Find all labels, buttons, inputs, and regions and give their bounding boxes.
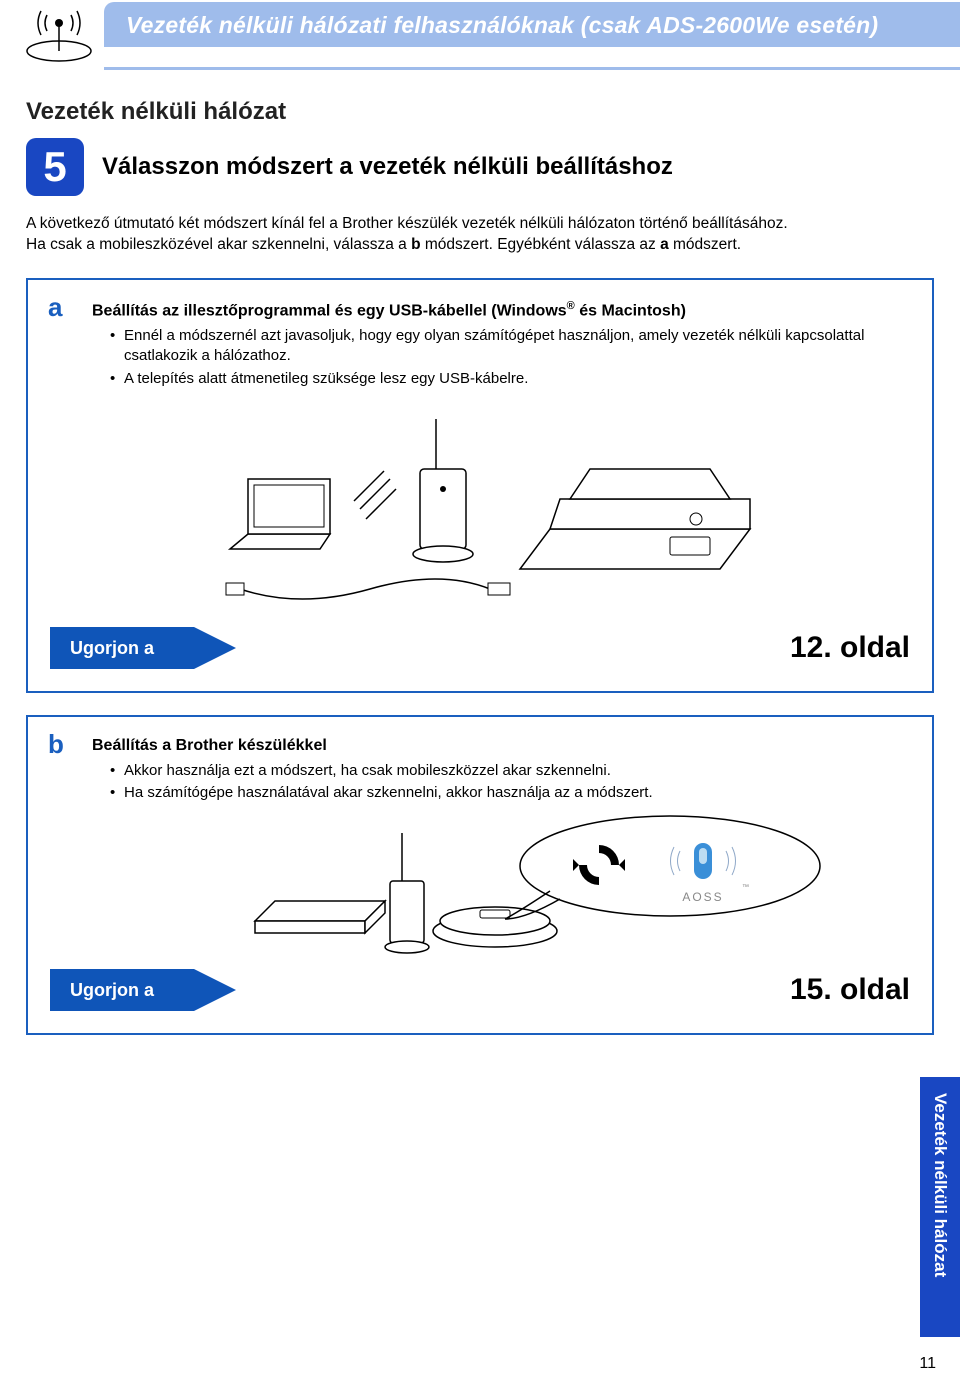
option-b-letter: b xyxy=(48,729,64,760)
intro-line2c: módszert. xyxy=(669,236,741,253)
side-tab: Vezeték nélküli hálózat xyxy=(920,1077,960,1337)
step-number-badge: 5 xyxy=(26,138,84,196)
option-b-bullets: Akkor használja ezt a módszert, ha csak … xyxy=(110,761,910,804)
option-b-page-ref: 15. oldal xyxy=(790,973,910,1007)
option-b-jump-row: Ugorjon a 15. oldal xyxy=(50,969,910,1011)
section-subheading: Vezeték nélküli hálózat xyxy=(26,98,960,126)
option-a-bullets: Ennél a módszernél azt javasoljuk, hogy … xyxy=(110,326,910,389)
page-number: 11 xyxy=(919,1355,936,1373)
jump-arrow-a: Ugorjon a xyxy=(50,627,194,669)
page-header: Vezeték nélküli hálózati felhasználóknak… xyxy=(14,0,960,70)
intro-bold-a: a xyxy=(660,236,669,253)
list-item: Ha számítógépe használatával akar szkenn… xyxy=(110,783,910,803)
option-a-title: Beállítás az illesztőprogrammal és egy U… xyxy=(92,300,910,320)
option-a-letter: a xyxy=(48,292,62,323)
header-title-box: Vezeték nélküli hálózati felhasználóknak… xyxy=(104,2,960,47)
header-underline xyxy=(104,67,960,70)
step-title: Válasszon módszert a vezeték nélküli beá… xyxy=(102,153,673,181)
wireless-network-icon xyxy=(14,0,104,70)
option-a-page-ref: 12. oldal xyxy=(790,631,910,665)
header-title: Vezeték nélküli hálózati felhasználóknak… xyxy=(126,12,938,39)
option-b-title: Beállítás a Brother készülékkel xyxy=(92,737,910,755)
intro-line1: A következő útmutató két módszert kínál … xyxy=(26,215,788,232)
option-b-box: b Beállítás a Brother készülékkel Akkor … xyxy=(26,715,934,1036)
list-item: Akkor használja ezt a módszert, ha csak … xyxy=(110,761,910,781)
aoss-label: AOSS xyxy=(682,890,723,904)
list-item: Ennél a módszernél azt javasoljuk, hogy … xyxy=(110,326,910,367)
option-a-jump-row: Ugorjon a 12. oldal xyxy=(50,627,910,669)
option-a-diagram xyxy=(50,399,910,619)
intro-paragraph: A következő útmutató két módszert kínál … xyxy=(26,214,930,256)
intro-line2b: módszert. Egyébként válassza az xyxy=(421,236,661,253)
intro-bold-b: b xyxy=(411,236,420,253)
list-item: A telepítés alatt átmenetileg szüksége l… xyxy=(110,369,910,389)
jump-arrow-b: Ugorjon a xyxy=(50,969,194,1011)
svg-text:™: ™ xyxy=(742,884,749,891)
option-b-diagram: AOSS ™ xyxy=(50,811,910,961)
step-heading: 5 Válasszon módszert a vezeték nélküli b… xyxy=(26,138,960,196)
option-a-box: a Beállítás az illesztőprogrammal és egy… xyxy=(26,278,934,693)
intro-line2a: Ha csak a mobileszközével akar szkenneln… xyxy=(26,236,411,253)
registered-mark: ® xyxy=(567,300,575,312)
